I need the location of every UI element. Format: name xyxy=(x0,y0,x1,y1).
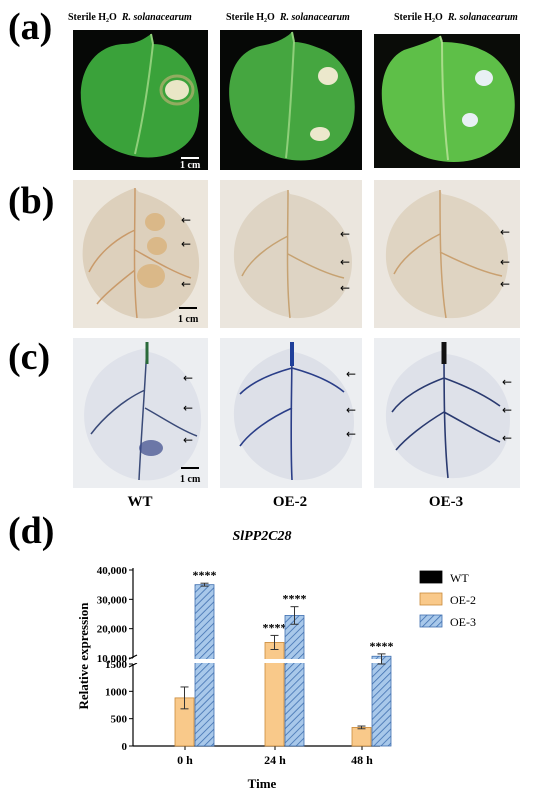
bar-oe-2-48h xyxy=(351,727,372,747)
y-tick-label: 0 xyxy=(122,741,128,753)
svg-text:←: ← xyxy=(183,371,193,385)
significance-label: **** xyxy=(263,620,287,634)
bar-oe-3-24h xyxy=(284,615,305,747)
legend-label-wt: WT xyxy=(450,571,469,585)
panel-label-c: (c) xyxy=(8,336,51,378)
svg-text:←: ← xyxy=(500,277,510,291)
svg-text:←: ← xyxy=(181,237,191,251)
svg-text:←: ← xyxy=(502,431,512,445)
legend-label-oe-2: OE-2 xyxy=(450,593,476,607)
chart-xlabel: Time xyxy=(248,776,277,791)
genotype-label-wt: WT xyxy=(127,494,153,510)
column-header-wt: Sterile H₂O R. solanacearum xyxy=(68,12,192,23)
header-pathogen: R. solanacearum xyxy=(121,12,192,23)
scale-bar-label-c: 1 cm xyxy=(180,474,201,485)
scale-bar-label-b: 1 cm xyxy=(178,314,199,325)
y-tick-label: 1000 xyxy=(105,686,128,698)
leaf-photo-b-oe3: ← ← ← xyxy=(374,180,520,328)
legend-swatch-oe-2 xyxy=(419,592,443,606)
x-tick-label: 24 h xyxy=(264,753,286,767)
svg-text:←: ← xyxy=(183,433,193,447)
svg-text:←: ← xyxy=(181,277,191,291)
legend-swatch-wt xyxy=(419,570,443,584)
x-tick-label: 0 h xyxy=(177,753,193,767)
svg-text:←: ← xyxy=(346,367,356,381)
header-pathogen: R. solanacearum xyxy=(447,12,518,23)
chart-title: SlPP2C28 xyxy=(232,529,291,544)
significance-label: **** xyxy=(283,592,307,606)
genotype-label-oe3: OE-3 xyxy=(428,494,464,510)
bar-oe-2-24h xyxy=(264,642,285,747)
column-header-oe2: Sterile H₂O R. solanacearum xyxy=(226,12,350,23)
panel-label-d: (d) xyxy=(8,510,55,552)
genotype-label-oe2: OE-2 xyxy=(272,494,308,510)
svg-text:←: ← xyxy=(346,403,356,417)
svg-text:←: ← xyxy=(340,227,350,241)
column-header-oe3: Sterile H₂O R. solanacearum xyxy=(394,12,518,23)
svg-text:←: ← xyxy=(340,255,350,269)
header-pathogen: R. solanacearum xyxy=(279,12,350,23)
panel-label-a: (a) xyxy=(8,6,53,48)
svg-text:←: ← xyxy=(502,403,512,417)
leaf-photo-a-oe2 xyxy=(220,30,362,170)
svg-text:←: ← xyxy=(340,281,350,295)
leaf-photo-c-oe3: ← ← ← xyxy=(374,338,520,488)
significance-label: **** xyxy=(370,639,394,653)
chart-ylabel: Relative expression xyxy=(76,602,91,710)
leaf-photo-b-oe2: ← ← ← xyxy=(220,180,362,328)
bar-oe-3-48h xyxy=(371,655,392,747)
expression-bar-chart: SlPP2C28 Relative expression Time 0 500 10… xyxy=(76,529,476,791)
x-tick-label: 48 h xyxy=(351,753,373,767)
axis-break-gap xyxy=(134,659,381,663)
header-h2o: Sterile H₂O xyxy=(68,12,117,23)
leaf-photo-b-wt: ← ← ← 1 cm xyxy=(73,180,208,328)
header-h2o: Sterile H₂O xyxy=(226,12,275,23)
svg-text:←: ← xyxy=(181,213,191,227)
bar-oe-3-0h xyxy=(194,584,215,747)
svg-text:←: ← xyxy=(502,375,512,389)
y-tick-label: 30,000 xyxy=(97,594,128,606)
header-h2o: Sterile H₂O xyxy=(394,12,443,23)
legend-swatch-oe-3 xyxy=(419,614,443,628)
svg-text:←: ← xyxy=(500,255,510,269)
svg-text:←: ← xyxy=(183,401,193,415)
y-tick-label: 1500 xyxy=(105,659,128,671)
y-tick-label: 40,000 xyxy=(97,565,128,577)
legend-label-oe-3: OE-3 xyxy=(450,615,476,629)
leaf-photo-c-oe2: ← ← ← xyxy=(220,338,362,488)
scale-bar-label-a: 1 cm xyxy=(180,160,201,170)
y-tick-label: 10,000 xyxy=(97,653,128,665)
svg-text:←: ← xyxy=(346,427,356,441)
y-tick-label: 500 xyxy=(111,714,128,726)
leaf-photo-a-wt: 1 cm xyxy=(73,30,208,170)
leaf-photo-a-oe3 xyxy=(374,34,520,168)
significance-label: **** xyxy=(193,568,217,582)
panel-label-b: (b) xyxy=(8,180,55,222)
axis-break-mark xyxy=(128,662,138,668)
y-tick-label: 20,000 xyxy=(97,624,128,636)
svg-text:←: ← xyxy=(500,225,510,239)
leaf-photo-c-wt: ← ← ← 1 cm xyxy=(73,338,208,488)
